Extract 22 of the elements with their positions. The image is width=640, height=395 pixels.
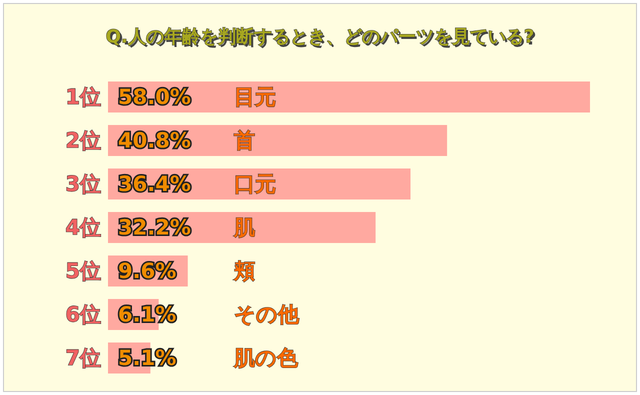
data-label: 9.6%: [118, 259, 176, 283]
y-tick-label: 口元: [234, 172, 276, 196]
text: 7位: [65, 346, 101, 370]
text: 1位: [65, 85, 101, 109]
y-tick-label: 頬: [233, 259, 255, 283]
data-label: 36.4%: [118, 172, 191, 196]
data-label: 6.1%: [118, 302, 176, 326]
y-tick-label: 目元: [234, 85, 276, 109]
data-label: 5.1%: [118, 346, 176, 370]
y-tick-label: その他: [234, 302, 300, 326]
data-label: 32.2%: [118, 216, 191, 240]
chart-title: Q.人の年齢を判断するとき、どのパーツを見ている?: [108, 28, 536, 50]
text: 6位: [65, 302, 101, 326]
y-tick-label: 肌の色: [233, 346, 299, 370]
text: 2位: [65, 128, 101, 152]
y-tick-label: 肌: [233, 216, 255, 240]
text: 3位: [65, 172, 101, 196]
y-tick-label: 首: [233, 128, 255, 152]
text: 4位: [65, 216, 101, 240]
data-label: 40.8%: [118, 128, 191, 152]
text: 5位: [65, 259, 101, 283]
data-label: 58.0%: [118, 85, 191, 109]
